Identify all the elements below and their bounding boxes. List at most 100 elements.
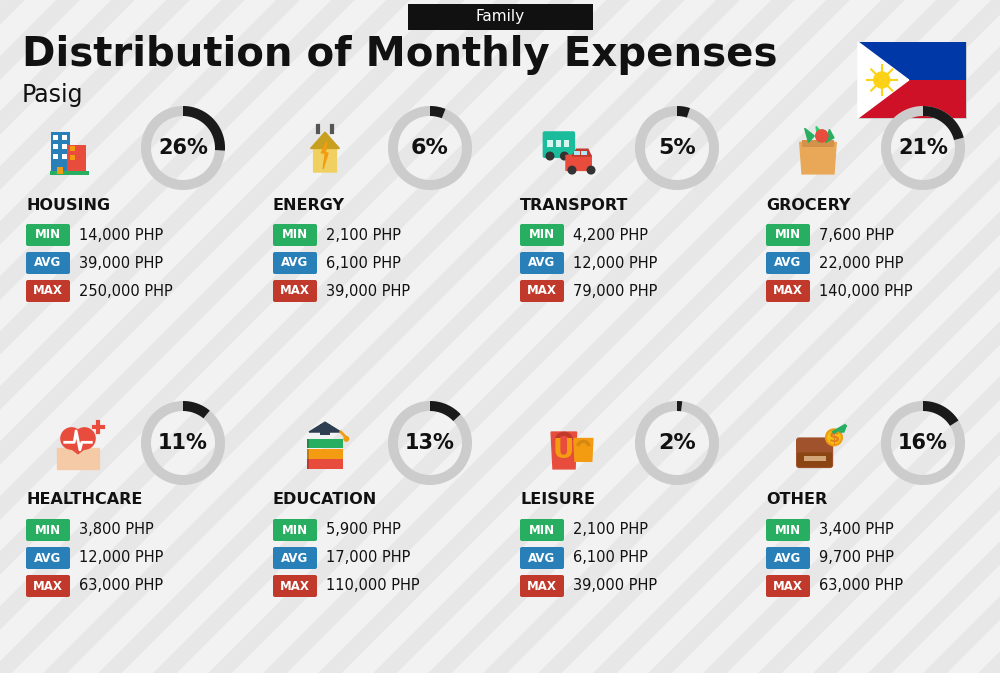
Text: 9,700 PHP: 9,700 PHP <box>819 551 894 565</box>
Polygon shape <box>826 129 834 143</box>
Text: OTHER: OTHER <box>766 493 827 507</box>
FancyBboxPatch shape <box>520 224 564 246</box>
Text: 17,000 PHP: 17,000 PHP <box>326 551 410 565</box>
FancyBboxPatch shape <box>307 439 309 448</box>
Text: MIN: MIN <box>775 229 801 242</box>
Text: MAX: MAX <box>773 285 803 297</box>
FancyBboxPatch shape <box>53 144 58 149</box>
FancyBboxPatch shape <box>581 151 587 155</box>
Polygon shape <box>309 422 341 432</box>
Polygon shape <box>839 425 846 432</box>
Polygon shape <box>635 401 719 485</box>
Text: 250,000 PHP: 250,000 PHP <box>79 283 173 299</box>
Circle shape <box>816 130 828 142</box>
Polygon shape <box>881 401 965 485</box>
Polygon shape <box>183 401 210 419</box>
FancyBboxPatch shape <box>26 280 70 302</box>
Polygon shape <box>321 141 328 169</box>
Polygon shape <box>388 106 472 190</box>
FancyBboxPatch shape <box>53 135 58 140</box>
Polygon shape <box>574 439 593 461</box>
Text: 2,100 PHP: 2,100 PHP <box>326 227 401 242</box>
Text: HEALTHCARE: HEALTHCARE <box>26 493 142 507</box>
FancyBboxPatch shape <box>543 131 575 158</box>
Polygon shape <box>677 401 682 411</box>
FancyBboxPatch shape <box>307 449 343 458</box>
Polygon shape <box>141 106 225 190</box>
Text: AVG: AVG <box>281 256 309 269</box>
Text: TRANSPORT: TRANSPORT <box>520 197 628 213</box>
FancyBboxPatch shape <box>547 141 553 147</box>
FancyBboxPatch shape <box>70 155 75 160</box>
Polygon shape <box>57 448 99 469</box>
FancyBboxPatch shape <box>62 153 67 159</box>
Text: MIN: MIN <box>282 524 308 536</box>
Text: AVG: AVG <box>34 551 62 565</box>
FancyBboxPatch shape <box>273 575 317 597</box>
Circle shape <box>74 428 95 449</box>
Text: 26%: 26% <box>158 138 208 158</box>
Circle shape <box>546 152 554 160</box>
Text: AVG: AVG <box>528 256 556 269</box>
FancyBboxPatch shape <box>574 151 580 155</box>
FancyBboxPatch shape <box>307 439 343 448</box>
Text: 63,000 PHP: 63,000 PHP <box>79 579 163 594</box>
Polygon shape <box>183 106 225 151</box>
Text: AVG: AVG <box>774 551 802 565</box>
FancyBboxPatch shape <box>273 224 317 246</box>
Text: 13%: 13% <box>405 433 455 453</box>
FancyBboxPatch shape <box>273 547 317 569</box>
Text: AVG: AVG <box>281 551 309 565</box>
Circle shape <box>874 72 890 88</box>
Polygon shape <box>881 106 965 190</box>
Text: 63,000 PHP: 63,000 PHP <box>819 579 903 594</box>
FancyBboxPatch shape <box>307 460 309 469</box>
Text: MIN: MIN <box>529 524 555 536</box>
FancyBboxPatch shape <box>858 42 966 118</box>
Text: 7,600 PHP: 7,600 PHP <box>819 227 894 242</box>
FancyBboxPatch shape <box>273 280 317 302</box>
Circle shape <box>344 437 349 441</box>
Text: Pasig: Pasig <box>22 83 84 107</box>
FancyBboxPatch shape <box>858 42 966 80</box>
Text: 12,000 PHP: 12,000 PHP <box>573 256 657 271</box>
FancyBboxPatch shape <box>766 252 810 274</box>
FancyBboxPatch shape <box>796 437 833 468</box>
Text: 12,000 PHP: 12,000 PHP <box>79 551 163 565</box>
Polygon shape <box>816 127 824 143</box>
Polygon shape <box>61 441 95 454</box>
Circle shape <box>561 152 568 160</box>
FancyBboxPatch shape <box>26 519 70 541</box>
Text: 11%: 11% <box>158 433 208 453</box>
Polygon shape <box>858 42 909 118</box>
Text: 5%: 5% <box>658 138 696 158</box>
FancyBboxPatch shape <box>520 547 564 569</box>
Polygon shape <box>800 143 836 174</box>
Polygon shape <box>430 401 461 421</box>
Polygon shape <box>314 136 336 172</box>
FancyBboxPatch shape <box>408 4 592 30</box>
FancyBboxPatch shape <box>67 145 86 174</box>
FancyBboxPatch shape <box>556 141 561 147</box>
Text: MAX: MAX <box>33 579 63 592</box>
Text: 3,800 PHP: 3,800 PHP <box>79 522 154 538</box>
FancyBboxPatch shape <box>26 547 70 569</box>
Text: AVG: AVG <box>774 256 802 269</box>
Text: GROCERY: GROCERY <box>766 197 850 213</box>
Polygon shape <box>388 401 472 485</box>
Text: MAX: MAX <box>773 579 803 592</box>
Circle shape <box>587 166 595 174</box>
Text: ENERGY: ENERGY <box>273 197 345 213</box>
Circle shape <box>61 428 82 449</box>
FancyBboxPatch shape <box>520 280 564 302</box>
Text: 39,000 PHP: 39,000 PHP <box>326 283 410 299</box>
FancyBboxPatch shape <box>766 224 810 246</box>
Circle shape <box>828 431 840 444</box>
Text: 2%: 2% <box>658 433 696 453</box>
Text: 6,100 PHP: 6,100 PHP <box>326 256 401 271</box>
Text: MIN: MIN <box>529 229 555 242</box>
FancyBboxPatch shape <box>26 575 70 597</box>
FancyBboxPatch shape <box>273 519 317 541</box>
Polygon shape <box>805 129 814 143</box>
Text: MIN: MIN <box>35 524 61 536</box>
